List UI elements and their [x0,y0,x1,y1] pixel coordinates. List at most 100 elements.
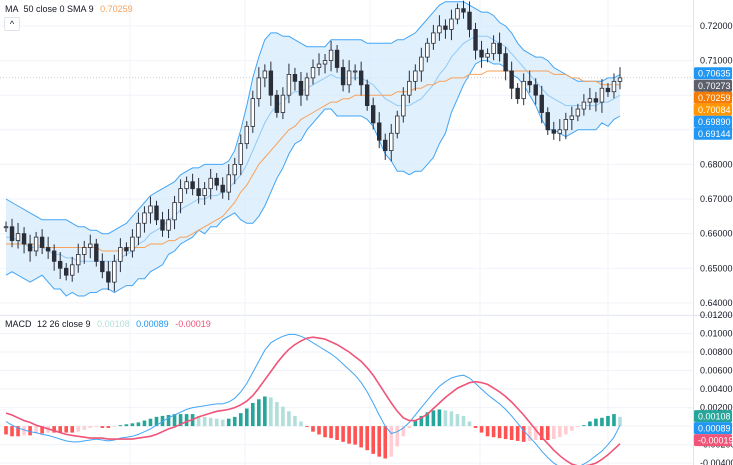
candle[interactable] [33,231,39,257]
candle[interactable] [82,240,87,264]
candle[interactable] [352,64,358,81]
candle[interactable] [238,134,243,176]
candle[interactable] [196,177,201,204]
collapse-legend-button[interactable]: ^ [4,17,20,31]
candle[interactable] [551,121,556,140]
candle[interactable] [569,106,575,131]
candle[interactable] [617,67,623,90]
candle[interactable] [184,176,189,194]
candle[interactable] [304,72,310,101]
candle[interactable] [148,196,153,224]
candle[interactable] [106,261,111,291]
candle[interactable] [88,234,93,259]
candle[interactable] [575,103,581,122]
price-candles[interactable] [3,0,623,292]
candle[interactable] [587,87,593,111]
candle[interactable] [334,45,340,73]
candle[interactable] [401,87,406,123]
candle[interactable] [455,3,460,25]
candle[interactable] [178,179,183,214]
candle[interactable] [226,164,231,201]
candle[interactable] [214,173,219,191]
candle[interactable] [407,70,412,104]
candle[interactable] [479,40,484,68]
candle[interactable] [503,47,508,81]
candle[interactable] [136,212,141,246]
candle[interactable] [244,121,249,149]
candle[interactable] [262,64,268,88]
candle[interactable] [39,229,45,255]
candle[interactable] [473,22,478,60]
candle[interactable] [605,83,611,97]
candle[interactable] [419,47,424,82]
candle[interactable] [413,64,418,91]
candle[interactable] [370,97,376,130]
candle[interactable] [112,254,117,292]
candle[interactable] [190,173,195,196]
candle[interactable] [3,221,9,232]
candle[interactable] [515,83,520,104]
candle[interactable] [256,67,262,107]
candle[interactable] [154,200,159,225]
candle[interactable] [130,229,135,258]
candle[interactable] [27,234,33,262]
candle[interactable] [431,24,436,50]
candle[interactable] [100,253,105,279]
candle[interactable] [21,227,27,254]
candle[interactable] [563,112,569,140]
candle[interactable] [63,263,69,281]
candle[interactable] [557,119,563,142]
candle[interactable] [491,35,496,61]
candle[interactable] [443,19,448,39]
candle[interactable] [70,256,75,282]
candle[interactable] [545,107,550,135]
candle[interactable] [45,236,51,259]
candle[interactable] [389,123,394,162]
candle[interactable] [202,182,207,205]
candle[interactable] [437,15,442,41]
candle[interactable] [449,9,454,41]
candle[interactable] [292,67,298,91]
candle[interactable] [51,244,57,271]
candle[interactable] [340,59,346,92]
candle[interactable] [358,61,364,96]
candle[interactable] [166,209,171,239]
candle[interactable] [599,78,605,113]
candle[interactable] [76,243,81,273]
candle[interactable] [395,110,400,139]
candle[interactable] [124,242,129,257]
candle[interactable] [268,61,274,106]
candle[interactable] [220,177,225,199]
candle[interactable] [172,195,177,230]
candle[interactable] [316,53,322,76]
candle[interactable] [383,133,388,160]
candle[interactable] [15,222,21,249]
candle[interactable] [461,0,466,19]
candle[interactable] [425,38,430,63]
candle[interactable] [346,60,352,93]
candle[interactable] [298,72,304,106]
candle[interactable] [250,90,256,133]
candle[interactable] [57,252,63,279]
candle[interactable] [509,61,514,99]
candle[interactable] [160,211,165,237]
candle[interactable] [527,70,532,93]
candle[interactable] [467,1,472,38]
candle[interactable] [328,40,334,72]
candle[interactable] [533,78,538,105]
candle[interactable] [274,90,280,118]
candle[interactable] [539,85,544,124]
candle[interactable] [286,63,292,104]
candle[interactable] [611,73,617,99]
candle[interactable] [377,112,382,149]
candle[interactable] [310,59,316,85]
candle[interactable] [497,32,502,62]
candle[interactable] [142,206,147,233]
candle[interactable] [9,218,15,248]
candle[interactable] [581,94,587,116]
candle[interactable] [521,73,526,106]
candle[interactable] [94,238,99,267]
candle[interactable] [322,54,328,74]
candle[interactable] [364,79,370,111]
